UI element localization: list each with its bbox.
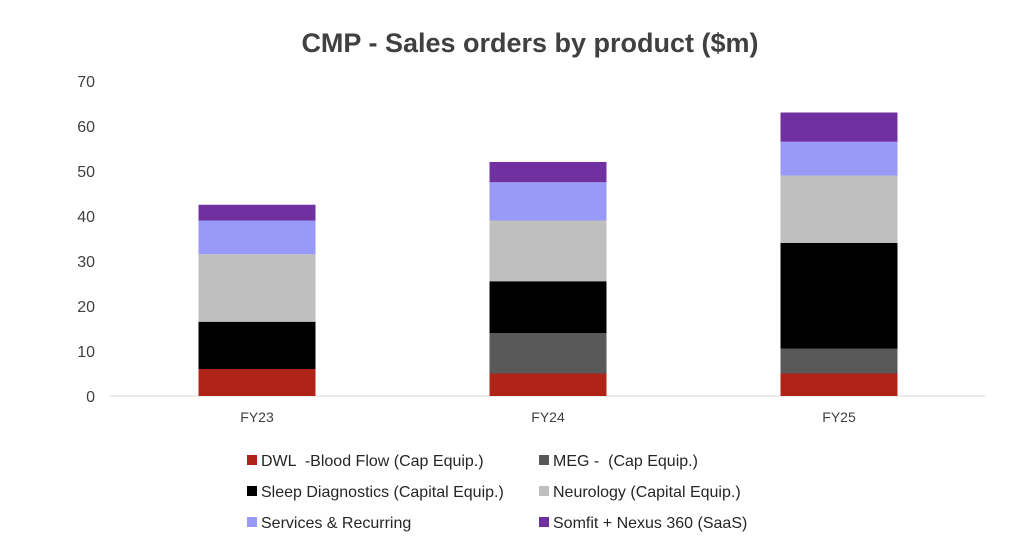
x-category-label: FY25 (822, 409, 856, 425)
legend-swatch (539, 486, 549, 496)
legend-item: Neurology (Capital Equip.) (539, 484, 741, 501)
y-tick-label: 10 (77, 344, 95, 361)
legend-swatch (247, 517, 257, 527)
bar-segment-fy25-s3 (780, 175, 898, 243)
legend-label: DWL -Blood Flow (Cap Equip.) (261, 453, 484, 470)
y-tick-label: 50 (77, 164, 95, 181)
y-tick-label: 70 (77, 74, 95, 91)
legend-label: Services & Recurring (261, 515, 411, 532)
bar-segment-fy25-s4 (780, 141, 898, 176)
y-tick-label: 60 (77, 119, 95, 136)
legend-label: Sleep Diagnostics (Capital Equip.) (261, 484, 504, 501)
legend-swatch (247, 455, 257, 465)
chart-title: CMP - Sales orders by product ($m) (301, 28, 758, 58)
bar-segment-fy23-s4 (198, 220, 316, 255)
bar-segment-fy24-s4 (489, 182, 607, 221)
y-axis-ticks: 0 10 20 30 40 50 60 70 (77, 74, 95, 406)
legend-item: Services & Recurring (247, 515, 411, 532)
legend-item: DWL -Blood Flow (Cap Equip.) (247, 453, 484, 470)
bar-segment-fy24-s0 (489, 373, 607, 396)
y-tick-label: 30 (77, 254, 95, 271)
bar-segment-fy24-s1 (489, 333, 607, 374)
bar-segment-fy25-s2 (780, 243, 898, 349)
y-tick-label: 20 (77, 299, 95, 316)
bar-segment-fy25-s1 (780, 348, 898, 374)
bar-segment-fy24-s3 (489, 220, 607, 282)
bar-segment-fy24-s2 (489, 281, 607, 333)
legend-label: Neurology (Capital Equip.) (553, 484, 741, 501)
y-tick-label: 40 (77, 209, 95, 226)
bar-segment-fy24-s5 (489, 162, 607, 183)
legend-label: MEG - (Cap Equip.) (553, 453, 698, 470)
legend: DWL -Blood Flow (Cap Equip.) MEG - (Cap E… (247, 453, 747, 532)
x-category-label: FY23 (240, 409, 274, 425)
bar-segment-fy25-s0 (780, 373, 898, 396)
bar-segment-fy23-s5 (198, 204, 316, 221)
x-category-label: FY24 (531, 409, 565, 425)
x-axis-categories: FY23 FY24 FY25 (240, 409, 856, 425)
legend-item: MEG - (Cap Equip.) (539, 453, 698, 470)
legend-item: Somfit + Nexus 360 (SaaS) (539, 515, 747, 532)
legend-swatch (539, 517, 549, 527)
legend-swatch (247, 486, 257, 496)
legend-swatch (539, 455, 549, 465)
bar-segment-fy25-s5 (780, 112, 898, 142)
y-tick-label: 0 (86, 389, 95, 406)
bar-segment-fy23-s0 (198, 369, 316, 396)
legend-label: Somfit + Nexus 360 (SaaS) (553, 515, 747, 532)
legend-item: Sleep Diagnostics (Capital Equip.) (247, 484, 504, 501)
bar-segment-fy23-s3 (198, 254, 316, 322)
bar-segment-fy23-s2 (198, 321, 316, 369)
bars (198, 112, 898, 396)
